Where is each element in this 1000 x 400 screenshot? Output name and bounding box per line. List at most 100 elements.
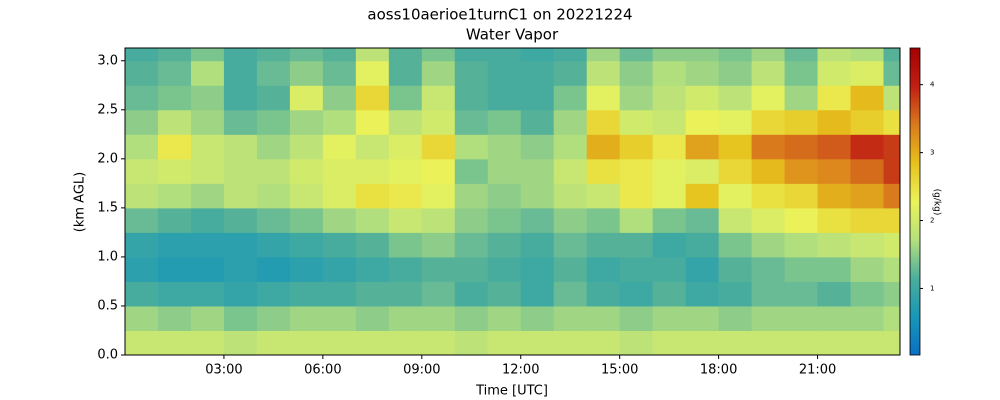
heat-cell [487, 305, 522, 331]
heat-cell [784, 48, 819, 62]
heat-cell [751, 109, 786, 135]
colorbar-tick-label: 1 [930, 284, 934, 292]
heat-cell [223, 109, 258, 135]
heat-cell [190, 183, 225, 209]
heat-cell [190, 158, 225, 184]
heat-cell [289, 109, 324, 135]
heat-cell [883, 60, 901, 86]
heat-cell [619, 305, 654, 331]
heat-cell [751, 85, 786, 111]
heat-cell [289, 48, 324, 62]
heat-cell [619, 207, 654, 233]
heat-cell [322, 305, 357, 331]
heat-cell [388, 85, 423, 111]
heat-cell [223, 134, 258, 160]
heat-cell [322, 85, 357, 111]
heat-cell [322, 330, 357, 356]
heat-cell [784, 134, 819, 160]
heat-cell [553, 109, 588, 135]
x-tick-label: 09:00 [403, 363, 440, 378]
heat-cell [421, 183, 456, 209]
heat-cell [817, 183, 852, 209]
heat-cell [355, 158, 390, 184]
heat-cell [157, 60, 192, 86]
heat-cell [157, 305, 192, 331]
heat-cell [223, 85, 258, 111]
heat-cell [125, 281, 159, 307]
heat-cell [223, 207, 258, 233]
heat-cell [421, 60, 456, 86]
heat-cell [289, 134, 324, 160]
heat-cell [685, 305, 720, 331]
heat-cell [223, 48, 258, 62]
heat-cell [553, 60, 588, 86]
heat-cell [125, 158, 159, 184]
heat-cell [520, 207, 555, 233]
heat-cell [817, 305, 852, 331]
heat-cell [619, 183, 654, 209]
heat-cell [421, 232, 456, 258]
heat-cell [718, 232, 753, 258]
heat-cell [850, 305, 885, 331]
heat-cell [619, 48, 654, 62]
heat-cell [685, 207, 720, 233]
heat-cell [652, 48, 687, 62]
heat-cell [751, 207, 786, 233]
heat-cell [685, 232, 720, 258]
heat-cell [586, 109, 621, 135]
heat-cell [125, 256, 159, 282]
x-axis-label: Time [UTC] [475, 384, 548, 399]
x-tick-label: 03:00 [205, 363, 242, 378]
heat-cell [619, 232, 654, 258]
heat-cell [586, 281, 621, 307]
heat-cell [289, 281, 324, 307]
heat-cell [256, 134, 291, 160]
heat-cell [388, 109, 423, 135]
heat-cell [190, 281, 225, 307]
heat-cell [256, 183, 291, 209]
heat-cell [223, 158, 258, 184]
heat-cell [125, 207, 159, 233]
chart-title: aoss10aerioe1turnC1 on 20221224 [367, 6, 632, 24]
heat-cell [190, 85, 225, 111]
heat-cell [718, 207, 753, 233]
heat-cell [883, 207, 901, 233]
heat-cell [751, 305, 786, 331]
heat-cell [751, 134, 786, 160]
heat-cell [586, 305, 621, 331]
heat-cell [388, 256, 423, 282]
heat-cell [322, 134, 357, 160]
heat-cell [421, 207, 456, 233]
heat-cell [157, 109, 192, 135]
heat-cell [125, 109, 159, 135]
heat-cell [883, 109, 901, 135]
heat-cell [520, 48, 555, 62]
heat-cell [125, 134, 159, 160]
heat-cell [487, 256, 522, 282]
heat-cell [850, 281, 885, 307]
heat-cell [355, 109, 390, 135]
heat-cell [850, 256, 885, 282]
heat-cell [289, 85, 324, 111]
heat-cell [454, 85, 489, 111]
heat-cell [223, 305, 258, 331]
heat-cell [553, 232, 588, 258]
colorbar-tick-label: 3 [930, 149, 934, 157]
heat-cell [125, 183, 159, 209]
heat-cell [652, 183, 687, 209]
heat-cell [454, 207, 489, 233]
heat-cell [718, 305, 753, 331]
heat-cell [421, 158, 456, 184]
heat-cell [157, 256, 192, 282]
heat-cell [322, 183, 357, 209]
heat-cell [487, 109, 522, 135]
y-axis-label: (km AGL) [73, 172, 88, 232]
heat-cell [685, 85, 720, 111]
y-tick-label: 1.0 [97, 249, 118, 264]
heat-cell [388, 60, 423, 86]
heat-cell [586, 207, 621, 233]
heat-cell [883, 330, 901, 356]
heat-cell [784, 183, 819, 209]
heat-cell [586, 330, 621, 356]
heat-cell [388, 305, 423, 331]
